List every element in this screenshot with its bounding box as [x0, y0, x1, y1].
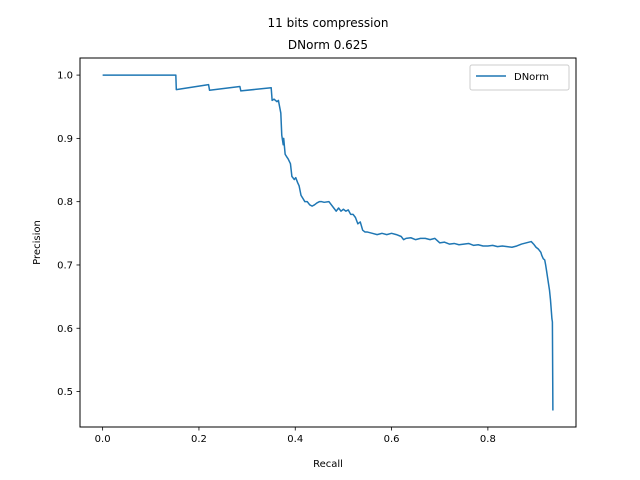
legend-label-dnorm: DNorm: [514, 72, 549, 83]
y-tick-label: 0.7: [57, 260, 73, 271]
axes-frame: [79, 57, 577, 428]
x-tick-label: 0.6: [384, 434, 400, 445]
y-axis-label: Precision: [32, 220, 43, 265]
chart-title: 11 bits compression: [268, 16, 389, 30]
y-tick-label: 0.8: [57, 197, 73, 208]
y-tick-label: 0.9: [57, 134, 73, 145]
x-tick-label: 0.4: [287, 434, 303, 445]
x-tick-label: 0.0: [95, 434, 111, 445]
chart-subtitle: DNorm 0.625: [288, 38, 368, 52]
series-line-dnorm: [102, 74, 554, 411]
x-tick-label: 0.2: [191, 434, 207, 445]
y-tick-label: 0.6: [57, 324, 73, 335]
y-tick-label: 1.0: [57, 71, 73, 82]
x-tick-label: 0.8: [480, 434, 496, 445]
legend: DNorm: [469, 64, 570, 91]
x-axis-label: Recall: [313, 459, 343, 470]
plot-area: 0.0 0.2 0.4 0.6 0.8 0.5 0.6 0.7 0.8 0.9 1.0: [57, 71, 554, 445]
y-tick-label: 0.5: [57, 387, 73, 398]
legend-box: [469, 64, 570, 91]
